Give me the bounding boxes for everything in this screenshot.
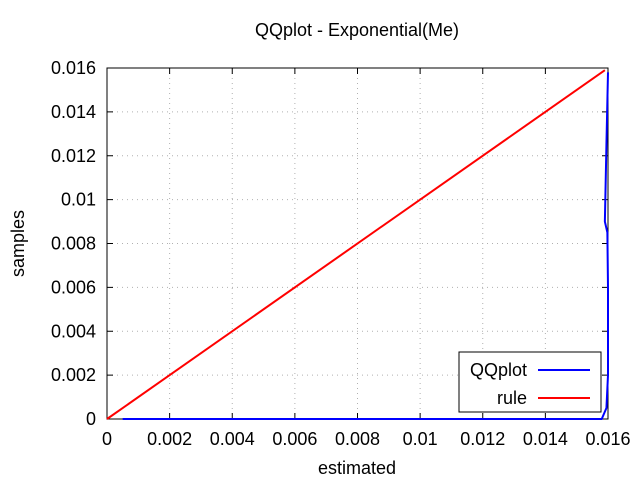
- y-tick-label: 0.016: [51, 58, 96, 78]
- y-tick-label: 0.014: [51, 102, 96, 122]
- y-tick-label: 0.004: [51, 321, 96, 341]
- y-tick-label: 0: [86, 409, 96, 429]
- x-tick-label: 0.002: [147, 429, 192, 449]
- x-tick-label: 0.016: [585, 429, 630, 449]
- rule-series-line: [106, 69, 606, 420]
- x-tick-label: 0.012: [460, 429, 505, 449]
- x-axis-label: estimated: [318, 458, 396, 478]
- x-tick-label: 0.008: [335, 429, 380, 449]
- chart-title: QQplot - Exponential(Me): [255, 20, 459, 40]
- x-tick-label: 0.006: [272, 429, 317, 449]
- y-tick-label: 0.01: [61, 190, 96, 210]
- x-tick-label: 0.004: [210, 429, 255, 449]
- legend: QQplot rule: [458, 351, 602, 413]
- x-tick-label: 0: [102, 429, 112, 449]
- y-tick-label: 0.008: [51, 234, 96, 254]
- y-axis-label: samples: [8, 210, 28, 277]
- x-tick-label: 0.01: [403, 429, 438, 449]
- y-tick-label: 0.006: [51, 277, 96, 297]
- series-layer: [106, 69, 609, 420]
- legend-label-qqplot: QQplot: [470, 360, 527, 380]
- x-tick-label: 0.014: [523, 429, 568, 449]
- ticks-layer: 0 0.002 0.004 0.006 0.008 0.01 0.012 0.014 0.016…: [51, 58, 631, 449]
- legend-box: [458, 351, 602, 413]
- qqplot-series-line: [122, 72, 609, 420]
- legend-label-rule: rule: [497, 388, 527, 408]
- y-tick-label: 0.002: [51, 365, 96, 385]
- y-tick-label: 0.012: [51, 146, 96, 166]
